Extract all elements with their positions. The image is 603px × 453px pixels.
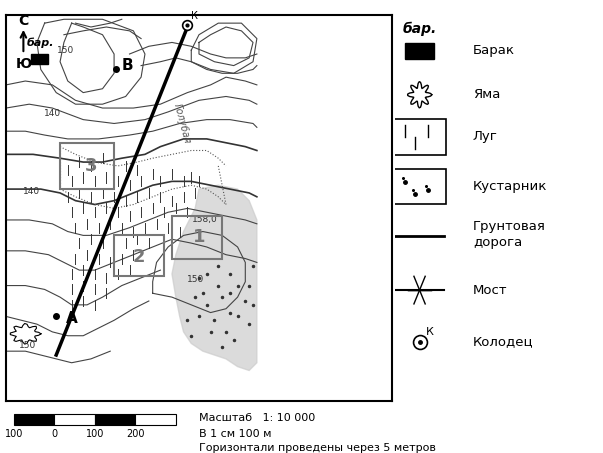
Bar: [393, 169, 446, 204]
Bar: [60, 143, 114, 189]
Text: 140: 140: [22, 187, 40, 196]
Text: С: С: [18, 14, 28, 28]
Text: 100: 100: [5, 429, 23, 439]
Bar: [54, 414, 95, 425]
Text: бар.: бар.: [27, 38, 54, 48]
Text: бар.: бар.: [402, 22, 437, 36]
Text: Масштаб   1: 10 000: Масштаб 1: 10 000: [199, 413, 315, 423]
Text: Горизонтали проведены через 5 метров: Горизонтали проведены через 5 метров: [199, 443, 436, 453]
Text: 100: 100: [86, 429, 104, 439]
Text: 3: 3: [84, 157, 97, 175]
Text: 200: 200: [126, 429, 145, 439]
Text: Луг: Луг: [473, 130, 497, 143]
Text: 0: 0: [51, 429, 57, 439]
Text: 150: 150: [19, 341, 36, 350]
Bar: [405, 43, 434, 59]
Text: Колодец: Колодец: [473, 335, 534, 348]
Text: 1: 1: [193, 228, 205, 246]
Text: К: К: [426, 327, 434, 337]
Text: 2: 2: [133, 248, 145, 265]
Text: В: В: [122, 58, 133, 73]
Text: Ю: Ю: [15, 57, 31, 71]
Bar: [393, 119, 446, 154]
Bar: [114, 236, 164, 276]
Text: Грунтовая
дорога: Грунтовая дорога: [473, 220, 546, 249]
Polygon shape: [172, 185, 257, 371]
Text: 158,0: 158,0: [192, 216, 218, 224]
Text: 150: 150: [57, 46, 75, 55]
Text: 150: 150: [186, 275, 204, 284]
Text: В 1 см 100 м: В 1 см 100 м: [199, 429, 271, 439]
Text: А: А: [66, 311, 78, 326]
Bar: [135, 414, 176, 425]
Bar: [14, 414, 54, 425]
Text: Барак: Барак: [473, 44, 515, 58]
Text: Голубая: Голубая: [172, 102, 192, 145]
Text: Яма: Яма: [473, 88, 500, 101]
Text: 140: 140: [44, 109, 61, 118]
Bar: [95, 414, 135, 425]
Text: Кустарник: Кустарник: [473, 180, 548, 193]
Text: К: К: [191, 11, 198, 21]
Bar: [31, 54, 48, 64]
Bar: [172, 216, 222, 259]
Text: Мост: Мост: [473, 284, 507, 297]
